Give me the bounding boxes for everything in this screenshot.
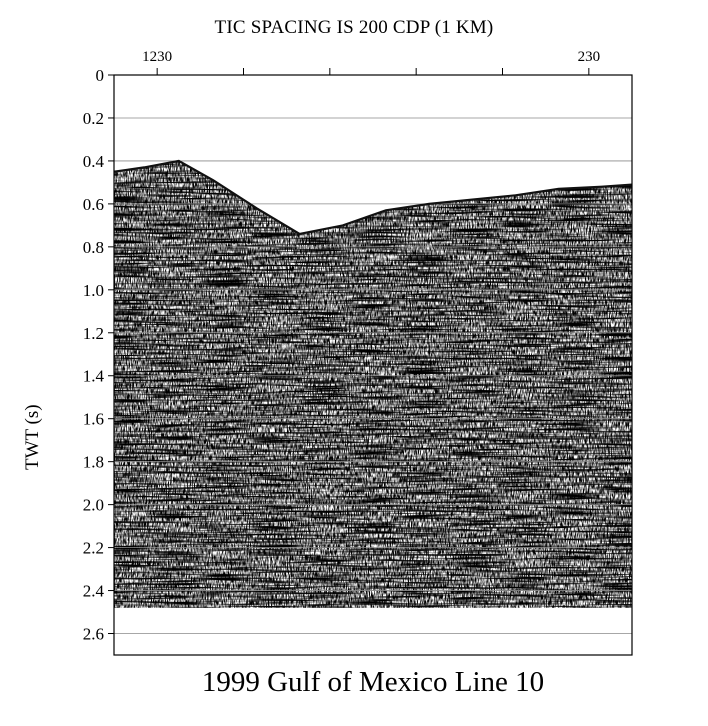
y-tick-label: 1.2 (83, 324, 104, 343)
grid (114, 117, 632, 634)
y-tick-label: 1.8 (83, 453, 104, 472)
seismic-section (114, 160, 632, 608)
cdp-tick-label: 230 (578, 49, 601, 65)
x-axis-cdp: 1230 230 (142, 49, 600, 75)
y-tick-label: 2.2 (83, 539, 104, 558)
y-tick-label: 1.4 (83, 367, 105, 386)
y-tick-label: 1.6 (83, 410, 104, 429)
y-tick-label: 2.6 (83, 625, 104, 644)
chart-title: 1999 Gulf of Mexico Line 10 (201, 666, 545, 698)
y-tick-label: 0.6 (83, 195, 104, 214)
y-axis: 0 0.2 0.4 0.6 0.8 1.0 1.2 1.4 1.6 1.8 2.0 2.2 2.4 2.6 (83, 66, 114, 644)
y-tick-label: 0.2 (83, 109, 104, 128)
y-tick-label: 1.0 (83, 281, 104, 300)
y-tick-label: 2.4 (83, 582, 105, 601)
y-tick-label: 0.4 (83, 152, 105, 171)
tic-spacing-title: TIC SPACING IS 200 CDP (1 KM) (214, 17, 494, 38)
cdp-tick-label: 1230 (142, 49, 172, 65)
plot-frame (113, 74, 633, 656)
seafloor-reflector (113, 159, 633, 236)
y-tick-label: 2.0 (83, 496, 104, 515)
seismic-strata (114, 160, 632, 608)
y-tick-label: 0.8 (83, 238, 104, 257)
y-tick-label: 0 (96, 66, 105, 85)
